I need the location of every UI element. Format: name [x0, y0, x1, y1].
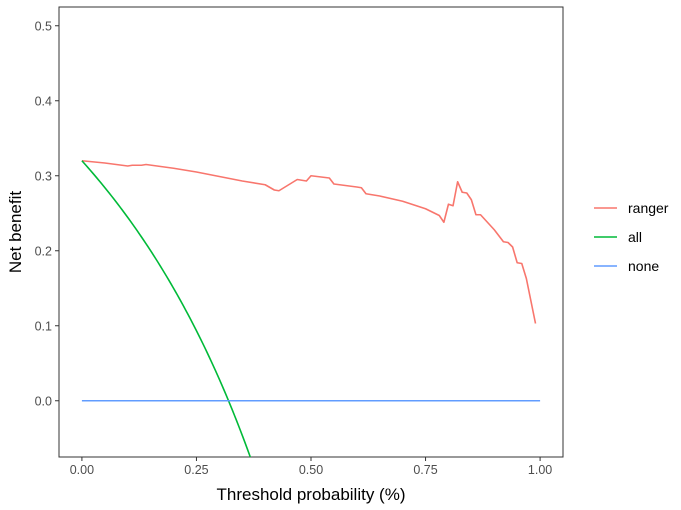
x-tick-label: 0.75: [413, 463, 437, 477]
y-tick-label: 0.5: [35, 19, 52, 33]
y-tick-label: 0.4: [35, 94, 52, 108]
series-line-all: [81, 160, 252, 457]
x-tick-label: 0.00: [70, 463, 94, 477]
y-tick-label: 0.2: [35, 244, 52, 258]
y-axis-title: Net benefit: [6, 191, 25, 273]
y-axis: 0.0 0.1 0.2 0.3 0.4 0.5: [35, 19, 59, 408]
y-tick-label: 0.1: [35, 319, 52, 333]
legend-label-none: none: [628, 258, 659, 274]
x-axis: 0.00 0.25 0.50 0.75 1.00: [70, 457, 552, 477]
plot-panel: [58, 6, 564, 458]
x-tick-label: 0.50: [299, 463, 323, 477]
x-axis-title: Threshold probability (%): [217, 485, 406, 504]
legend-label-ranger: ranger: [628, 200, 669, 216]
legend: ranger all none: [594, 200, 669, 274]
series-layer: [81, 159, 541, 457]
y-tick-label: 0.3: [35, 169, 52, 183]
series-line-ranger: [81, 159, 537, 324]
x-tick-label: 1.00: [528, 463, 552, 477]
legend-label-all: all: [628, 229, 642, 245]
x-tick-label: 0.25: [184, 463, 208, 477]
y-tick-label: 0.0: [35, 394, 52, 408]
